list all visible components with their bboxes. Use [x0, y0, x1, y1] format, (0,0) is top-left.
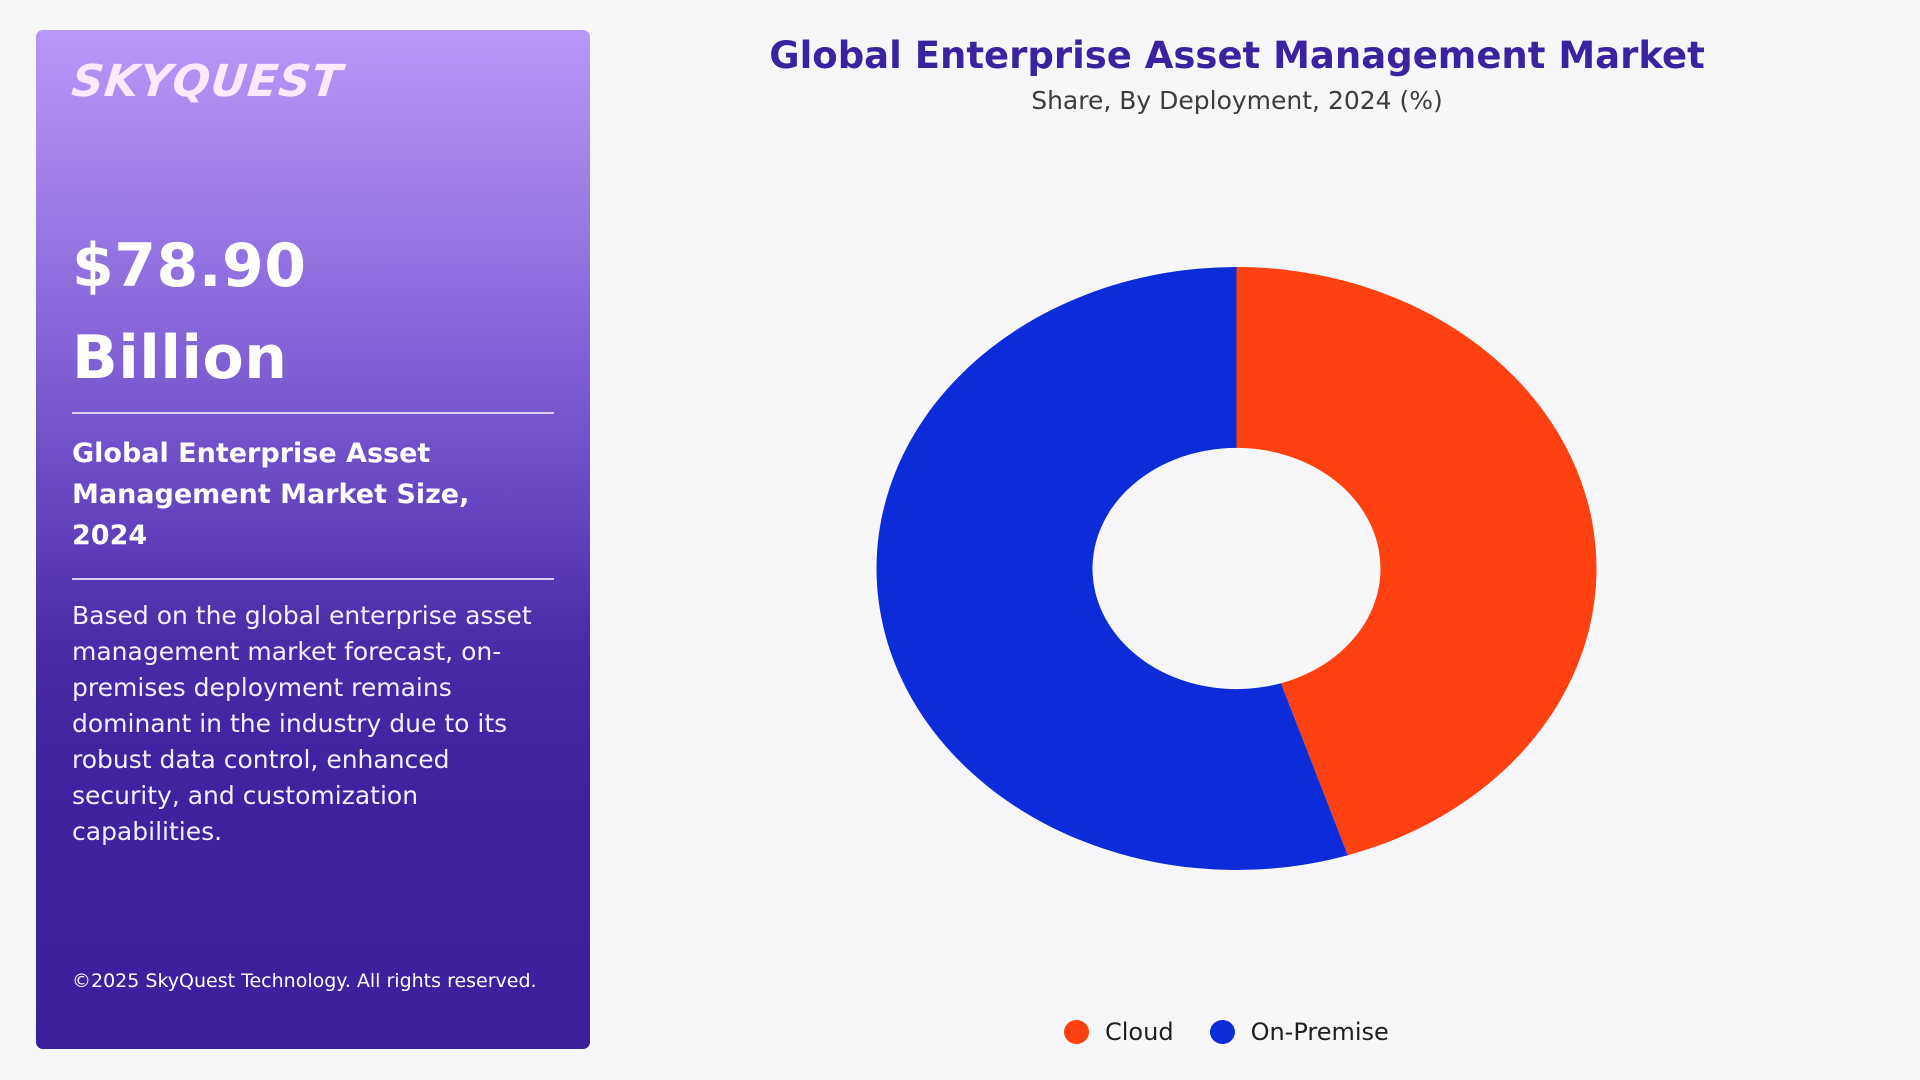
legend-label: On-Premise: [1250, 1018, 1389, 1046]
market-value-amount: $78.90: [72, 231, 307, 301]
donut-slice-cloud[interactable]: [1236, 267, 1597, 856]
legend-item-on-premise[interactable]: On-Premise: [1209, 1018, 1389, 1046]
market-description: Based on the global enterprise asset man…: [72, 601, 532, 846]
donut-slice-on-premise[interactable]: [876, 267, 1348, 870]
chart-legend: Cloud On-Premise: [1064, 1018, 1389, 1046]
chart-subtitle: Share, By Deployment, 2024 (%): [1031, 86, 1443, 115]
info-panel: SKYQUEST $78.90 Billion Global Enterpris…: [36, 30, 590, 1049]
market-value-unit: Billion: [72, 323, 288, 393]
legend-item-cloud[interactable]: Cloud: [1064, 1018, 1174, 1046]
market-value: $78.90 Billion: [72, 220, 307, 404]
legend-dot-icon: [1209, 1020, 1235, 1044]
market-size-label: Global Enterprise Asset Management Marke…: [72, 438, 470, 551]
donut-slices: [876, 267, 1597, 870]
chart-title: Global Enterprise Asset Management Marke…: [769, 34, 1705, 77]
legend-dot-icon: [1064, 1020, 1089, 1044]
copyright-notice: ©2025 SkyQuest Technology. All rights re…: [72, 970, 537, 992]
divider: [72, 578, 554, 580]
skyquest-logo: SKYQUEST: [69, 56, 346, 107]
legend-label: Cloud: [1105, 1018, 1174, 1046]
divider: [72, 412, 554, 414]
